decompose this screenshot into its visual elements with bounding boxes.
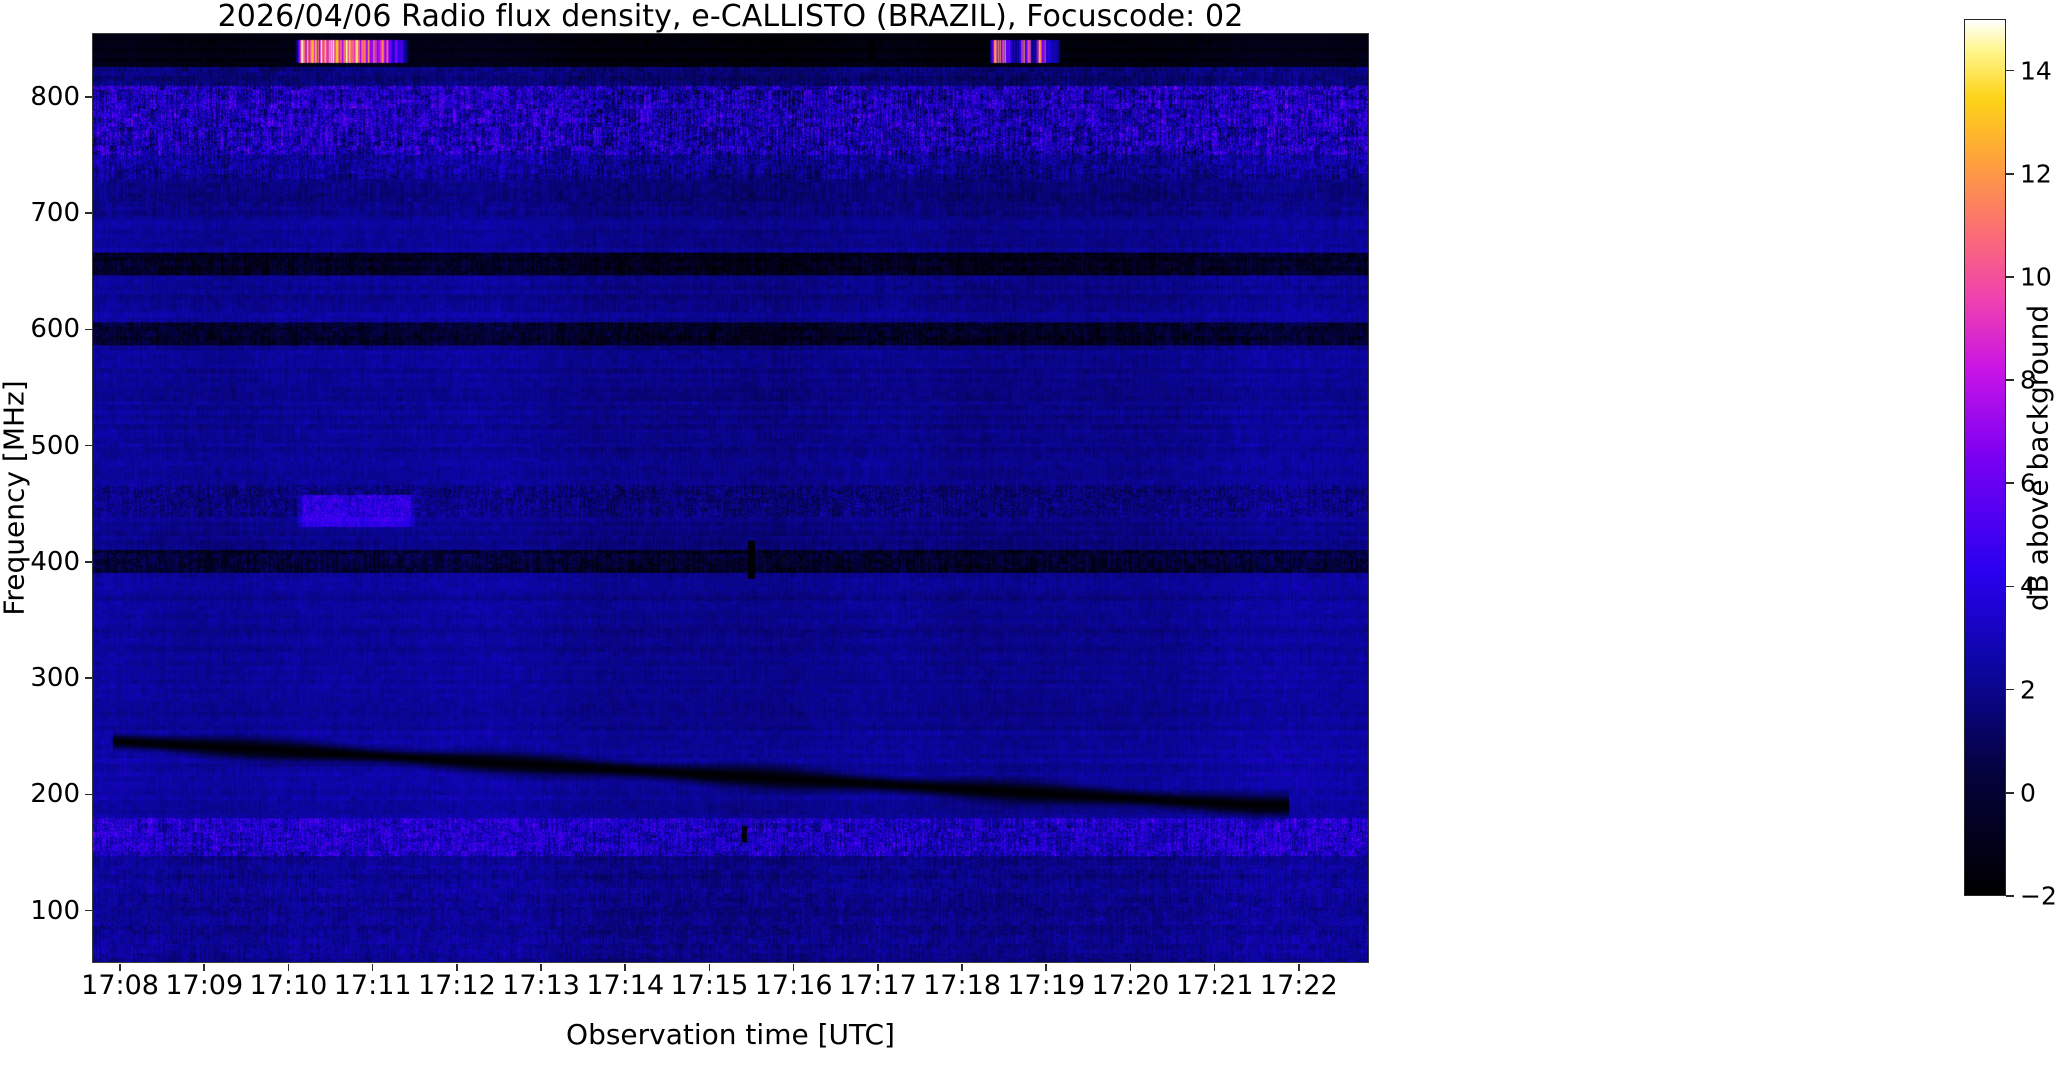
- x-tick-mark: [1298, 964, 1300, 971]
- y-tick-label: 400: [30, 546, 80, 577]
- x-tick-mark: [456, 964, 458, 971]
- colorbar-tick-label: 14: [2020, 56, 2052, 86]
- colorbar-label: dB above background: [2021, 304, 2055, 611]
- colorbar-tick-label: 6: [2020, 468, 2036, 498]
- spectrogram-plot[interactable]: [92, 33, 1369, 963]
- x-tick-label: 17:12: [417, 970, 496, 1001]
- x-tick-mark: [961, 964, 963, 971]
- x-tick-label: 17:22: [1259, 970, 1338, 1001]
- x-tick-mark: [371, 964, 374, 971]
- x-axis-label: Observation time [UTC]: [566, 1018, 895, 1051]
- x-tick-label: 17:17: [838, 970, 917, 1001]
- colorbar-tick-mark: [2006, 276, 2014, 278]
- x-tick-label: 17:15: [670, 970, 749, 1001]
- x-tick-label: 17:14: [586, 970, 665, 1001]
- x-tick-label: 17:19: [1007, 970, 1086, 1001]
- y-tick-mark: [85, 212, 92, 214]
- x-tick-label: 17:18: [923, 970, 1001, 1001]
- x-tick-mark: [203, 964, 206, 971]
- colorbar-tick-label: 10: [2020, 262, 2052, 292]
- x-tick-mark: [1045, 964, 1048, 971]
- y-tick-mark: [85, 677, 92, 679]
- colorbar-tick-mark: [2006, 172, 2014, 175]
- colorbar-tick-label: 2: [2020, 675, 2036, 705]
- colorbar-tick-mark: [2006, 585, 2014, 588]
- spectrogram-image: [93, 34, 1368, 962]
- colorbar-tick-label: 4: [2020, 571, 2036, 601]
- x-tick-label: 17:20: [1091, 970, 1170, 1001]
- y-tick-mark: [85, 328, 92, 331]
- colorbar-tick-label: 8: [2020, 365, 2036, 395]
- y-tick-mark: [85, 909, 92, 912]
- y-tick-mark: [85, 793, 92, 796]
- x-tick-mark: [624, 964, 627, 971]
- x-tick-label: 17:13: [502, 970, 580, 1001]
- x-tick-mark: [287, 964, 290, 971]
- x-tick-mark: [1129, 964, 1132, 971]
- colorbar-tick-mark: [2006, 69, 2014, 72]
- x-tick-label: 17:21: [1175, 970, 1254, 1001]
- y-tick-label: 500: [30, 430, 80, 461]
- colorbar-axis: dB above background: [2010, 19, 2066, 896]
- y-tick-label: 800: [30, 81, 80, 112]
- y-tick-mark: [85, 96, 92, 98]
- colorbar-tick-mark: [2006, 792, 2014, 794]
- colorbar-tick-label: −2: [2020, 881, 2057, 911]
- y-tick-label: 200: [30, 779, 80, 810]
- y-tick-mark: [85, 561, 92, 563]
- colorbar-gradient: [1964, 19, 2006, 896]
- colorbar-tick-mark: [2006, 688, 2014, 691]
- y-tick-label: 600: [30, 314, 80, 345]
- x-tick-label: 17:08: [81, 970, 159, 1001]
- x-tick-label: 17:09: [165, 970, 244, 1001]
- x-tick-label: 17:16: [754, 970, 833, 1001]
- y-tick-label: 700: [30, 198, 80, 229]
- colorbar[interactable]: [1964, 19, 2006, 896]
- page-title: 2026/04/06 Radio flux density, e-CALLIST…: [217, 0, 1244, 34]
- x-tick-mark: [877, 964, 879, 971]
- x-tick-label: 17:11: [333, 970, 412, 1001]
- colorbar-tick-label: 0: [2020, 778, 2036, 808]
- x-tick-mark: [708, 964, 711, 971]
- x-tick-mark: [119, 964, 121, 971]
- x-tick-mark: [1213, 964, 1216, 971]
- y-tick-label: 300: [30, 663, 80, 694]
- colorbar-tick-label: 12: [2020, 159, 2052, 189]
- x-tick-label: 17:10: [249, 970, 328, 1001]
- y-tick-mark: [85, 444, 92, 447]
- x-tick-mark: [792, 964, 795, 971]
- y-axis: Frequency [MHz]: [0, 33, 34, 963]
- colorbar-tick-mark: [2006, 379, 2014, 381]
- colorbar-tick-mark: [2006, 482, 2014, 485]
- colorbar-tick-mark: [2006, 895, 2014, 897]
- y-tick-label: 100: [30, 895, 80, 926]
- x-tick-mark: [540, 964, 542, 971]
- y-axis-label: Frequency [MHz]: [0, 380, 31, 616]
